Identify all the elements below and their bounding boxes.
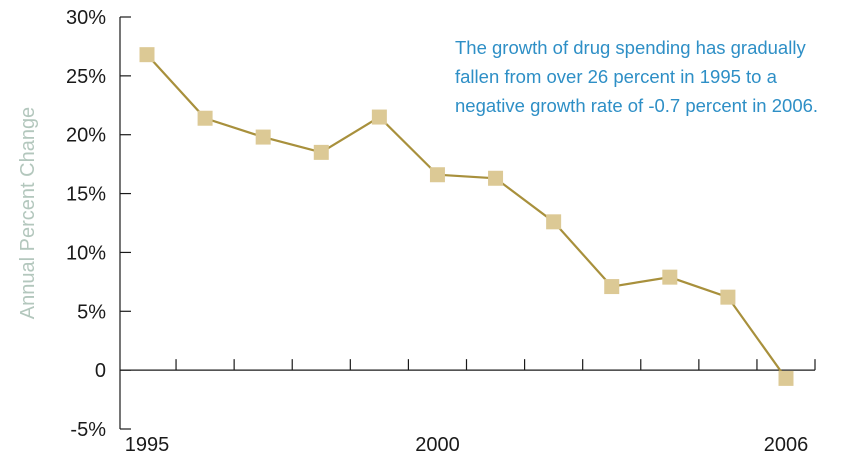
y-axis: 30% 25% 20% 15% 10% 5% 0 -5% [66, 7, 131, 441]
data-point [255, 129, 271, 145]
data-point [139, 47, 155, 63]
y-tick-label: 15% [66, 184, 106, 206]
annotation-line-2: fallen from over 26 percent in 1995 to a [455, 66, 777, 87]
y-tick-label: -5% [70, 419, 106, 441]
x-axis: 1995 2000 2006 [120, 359, 816, 456]
annotation-line-1: The growth of drug spending has graduall… [455, 37, 806, 58]
data-point [371, 109, 387, 125]
data-point [488, 170, 504, 186]
data-point [313, 144, 329, 160]
data-point [662, 269, 678, 285]
y-tick-label: 10% [66, 242, 106, 264]
y-tick-label: 30% [66, 7, 106, 29]
y-tick-label: 25% [66, 66, 106, 88]
x-tick-label: 2006 [764, 434, 809, 456]
data-point [429, 167, 445, 183]
y-tick-label: 5% [77, 301, 106, 323]
data-point [197, 110, 213, 126]
y-tick-label: 0 [95, 360, 106, 382]
data-point [720, 289, 736, 305]
series-drug-spending [139, 47, 794, 386]
data-point [778, 370, 794, 386]
x-tick-label: 1995 [125, 434, 170, 456]
annotation-line-3: negative growth rate of -0.7 percent in … [455, 95, 819, 116]
annotation-text: The growth of drug spending has graduall… [455, 33, 850, 120]
y-tick-label: 20% [66, 125, 106, 147]
data-point [604, 279, 620, 295]
series-line [146, 53, 787, 380]
data-point [546, 214, 562, 230]
x-tick-label: 2000 [415, 434, 460, 456]
y-axis-title: Annual Percent Change [17, 107, 39, 319]
